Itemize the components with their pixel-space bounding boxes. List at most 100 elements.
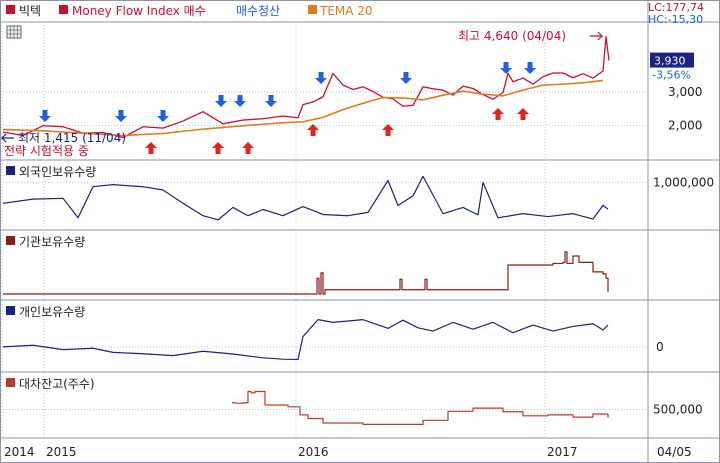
arrow-head [265,101,277,107]
signal-label: 매수청산 [236,4,280,18]
arrow-shaft [403,72,409,78]
arrow-head [500,68,512,74]
sell-signal-arrow [212,142,224,154]
sell-signal-arrow [145,142,157,154]
foreign-holdings-title: 외국인보유수량 [19,165,96,179]
buy-signal-arrow [400,72,412,84]
loan-balance-line [232,390,609,425]
arrow-shaft [385,130,391,136]
institution-holdings-title: 기관보유수량 [19,235,85,249]
price-tick-label: 3,000 [668,85,702,99]
high-annotation: 최고 4,640 (04/04) [458,29,566,43]
arrow-shaft [245,148,251,154]
arrow-shaft [520,114,526,120]
buy-signal-arrow [234,95,246,107]
stock-name: 빅텍 [19,4,41,18]
signal-arrows [39,62,536,154]
arrow-shaft [268,95,274,101]
indicator-label: Money Flow Index 매수 [72,4,206,18]
arrow-shaft [218,95,224,101]
current-change: -3,56% [652,69,691,82]
buy-signal-arrow [500,62,512,74]
institution-holdings-marker-icon [6,236,15,245]
foreign-holdings-tick-label: 1,000,000 [653,176,714,190]
arrow-shaft [527,62,533,68]
buy-signal-arrow [315,72,327,84]
arrow-shaft [148,148,154,154]
current-price: 3,930 [654,55,686,68]
stock-marker-icon [6,5,15,14]
arrow-head [492,108,504,114]
arrow-head [157,116,169,122]
foreign-holdings-marker-icon [6,166,15,175]
tema-label: TEMA 20 [319,4,373,18]
arrow-shaft [237,95,243,101]
arrow-shaft [215,148,221,154]
arrow-head [315,78,327,84]
individual-holdings-line [2,319,609,361]
low-annotation: 최저 1,415 (11/04) [18,131,126,145]
arrow-head [145,142,157,148]
sell-signal-arrow [382,124,394,136]
arrow-head [212,142,224,148]
arrow-shaft [503,62,509,68]
low-arrow-icon [0,133,14,143]
buy-signal-arrow [524,62,536,74]
individual-holdings-tick-label: 0 [656,340,664,354]
arrow-shaft [495,114,501,120]
sell-signal-arrow [492,108,504,120]
buy-signal-arrow [215,95,227,107]
arrow-shaft [160,110,166,116]
arrow-head [242,142,254,148]
x-axis-label: 2016 [298,445,329,459]
buy-signal-arrow [115,110,127,122]
arrow-head [215,101,227,107]
tema-line [2,79,604,137]
strategy-note: 전략 시험적용 중 [4,144,89,158]
grid-icon [6,25,22,39]
foreign-holdings-line [2,175,609,221]
sell-signal-arrow [307,124,319,136]
buy-signal-arrow [157,110,169,122]
hc-readout: HC:-15,30 [648,13,703,26]
loan-balance-marker-icon [6,378,15,387]
current-price-box [650,52,694,68]
buy-signal-arrow [265,95,277,107]
price-line [2,36,610,139]
individual-holdings-marker-icon [6,306,15,315]
loan-balance-tick-label: 500,000 [653,403,703,417]
institution-holdings-line [3,251,609,295]
tema-marker-icon [308,5,317,14]
arrow-shaft [318,72,324,78]
series-layer [2,36,610,425]
x-axis-label: 2015 [46,445,77,459]
arrow-shaft [310,130,316,136]
individual-holdings-title: 개인보유수량 [19,305,85,319]
x-axis-label: 04/05 [657,445,692,459]
sell-signal-arrow [517,108,529,120]
arrow-head [400,78,412,84]
loan-balance-title: 대차잔고(주수) [19,377,95,391]
arrow-shaft [118,110,124,116]
sell-signal-arrow [242,142,254,154]
arrow-head [115,116,127,122]
arrow-head [39,116,51,122]
grid-lines [1,22,648,438]
price-tick-label: 2,000 [668,118,702,132]
x-axis-label: 2017 [547,445,578,459]
x-axis-label: 2014 [4,445,35,459]
arrow-head [517,108,529,114]
indicator-marker-icon [59,5,68,14]
arrow-head [307,124,319,130]
arrow-head [234,101,246,107]
high-arrow-icon [590,31,604,41]
arrow-head [382,124,394,130]
buy-signal-arrow [39,110,51,122]
arrow-shaft [42,110,48,116]
lc-readout: LC:177,74 [648,1,704,14]
arrow-head [524,68,536,74]
